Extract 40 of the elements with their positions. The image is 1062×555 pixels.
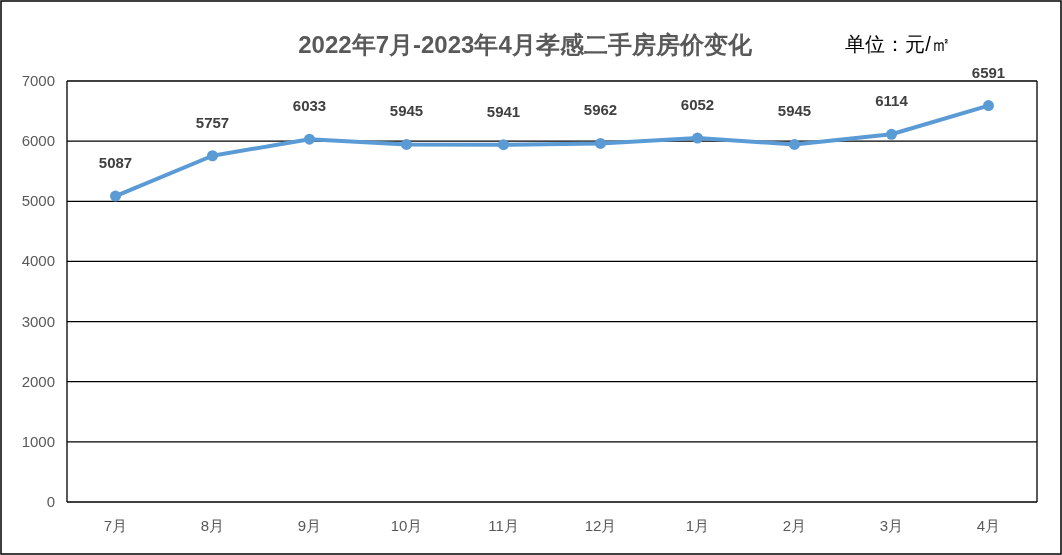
x-tick-label: 2月 bbox=[782, 517, 807, 534]
y-tick-label: 0 bbox=[46, 493, 55, 510]
data-label: 6114 bbox=[875, 92, 909, 110]
point bbox=[498, 139, 509, 151]
x-tick-label: 11月 bbox=[488, 517, 519, 534]
x-tick-label: 3月 bbox=[879, 517, 904, 534]
chart-subtitle: 单位：元/㎡ bbox=[845, 33, 951, 55]
data-label: 5087 bbox=[98, 154, 133, 172]
y-tick-label: 7000 bbox=[21, 72, 55, 89]
point bbox=[789, 138, 800, 150]
data-label: 5945 bbox=[389, 102, 424, 120]
y-tick-label: 2000 bbox=[21, 372, 55, 390]
data-label: 5962 bbox=[583, 101, 618, 119]
x-tick-label: 1月 bbox=[685, 517, 710, 534]
data-label: 5941 bbox=[486, 102, 521, 120]
x-tick-label: 7月 bbox=[103, 517, 128, 534]
y-tick-label: 6000 bbox=[21, 132, 55, 150]
point bbox=[401, 138, 412, 150]
data-label: 6033 bbox=[292, 97, 327, 115]
y-tick-label: 4000 bbox=[21, 252, 55, 270]
x-tick-label: 8月 bbox=[200, 517, 225, 534]
point bbox=[983, 100, 994, 112]
point bbox=[692, 132, 703, 144]
chart-title: 2022年7月-2023年4月孝感二手房房价变化 bbox=[298, 31, 753, 58]
point bbox=[886, 128, 897, 140]
x-tick-label: 4月 bbox=[976, 517, 1001, 534]
data-label: 6052 bbox=[680, 96, 715, 114]
x-tick-label: 10月 bbox=[390, 517, 423, 534]
data-label: 5757 bbox=[195, 113, 230, 131]
data-label: 6591 bbox=[971, 63, 1006, 81]
point bbox=[304, 133, 315, 145]
y-tick-label: 3000 bbox=[21, 312, 55, 330]
x-tick-label: 12月 bbox=[584, 517, 617, 534]
y-tick-label: 1000 bbox=[21, 432, 55, 450]
y-tick-label: 5000 bbox=[21, 192, 55, 210]
point bbox=[207, 150, 218, 162]
data-label: 5945 bbox=[777, 102, 812, 120]
point bbox=[110, 190, 121, 202]
x-tick-label: 9月 bbox=[297, 517, 322, 534]
point bbox=[595, 137, 606, 149]
